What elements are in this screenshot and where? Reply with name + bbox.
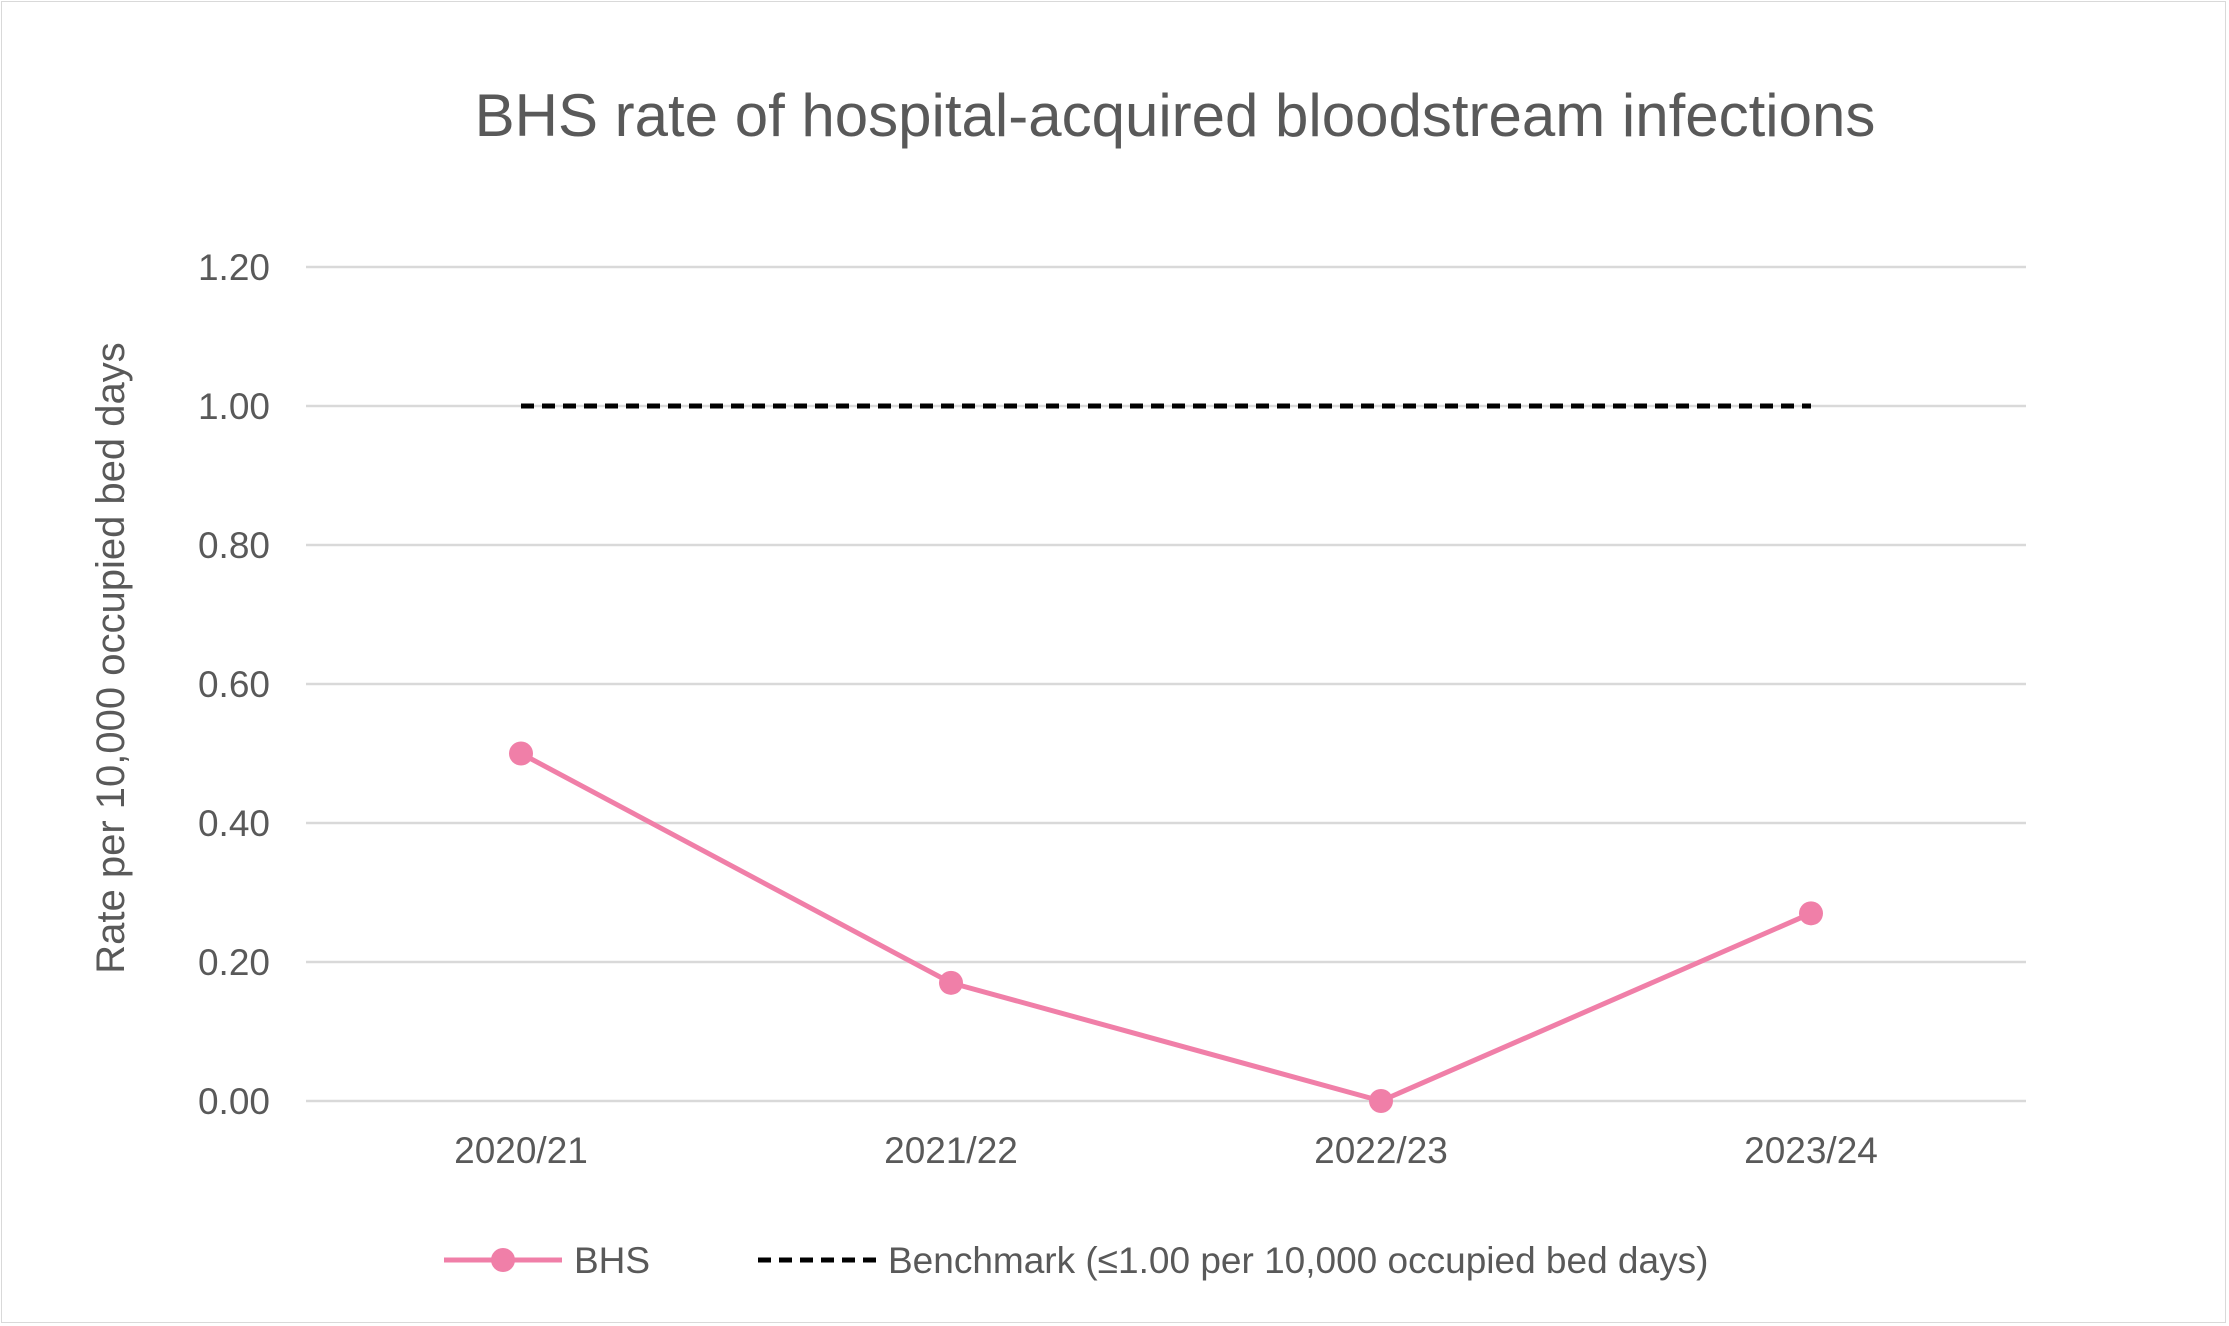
y-tick-label: 0.60 <box>198 664 270 705</box>
legend-label: BHS <box>574 1240 650 1281</box>
data-point <box>1799 901 1823 926</box>
x-axis-ticks: 2020/21 2021/22 2022/23 2023/24 <box>454 1130 1878 1171</box>
x-tick-label: 2021/22 <box>884 1130 1018 1171</box>
legend-label: Benchmark (≤1.00 per 10,000 occupied bed… <box>888 1240 1708 1281</box>
series-line <box>519 751 1812 1104</box>
y-axis-ticks: 0.00 0.20 0.40 0.60 0.80 1.00 1.20 <box>198 247 270 1122</box>
y-tick-label: 1.20 <box>198 247 270 288</box>
data-point <box>1369 1089 1393 1113</box>
series-group <box>509 403 1823 1113</box>
y-tick-label: 1.00 <box>198 386 270 427</box>
gridlines <box>306 265 2026 1103</box>
data-point <box>509 741 533 766</box>
y-tick-label: 0.20 <box>198 942 270 983</box>
legend: BHS Benchmark (≤1.00 per 10,000 occupied … <box>444 1240 1708 1281</box>
data-point <box>939 970 963 995</box>
y-axis-label: Rate per 10,000 occupied bed days <box>89 342 133 974</box>
x-tick-label: 2022/23 <box>1314 1130 1448 1171</box>
y-tick-label: 0.80 <box>198 525 270 566</box>
x-tick-label: 2023/24 <box>1744 1130 1878 1171</box>
legend-swatch-marker <box>491 1248 515 1272</box>
x-tick-label: 2020/21 <box>454 1130 588 1171</box>
chart-title: BHS rate of hospital-acquired bloodstrea… <box>475 82 1876 149</box>
y-tick-label: 0.40 <box>198 803 270 844</box>
y-tick-label: 0.00 <box>198 1081 270 1122</box>
